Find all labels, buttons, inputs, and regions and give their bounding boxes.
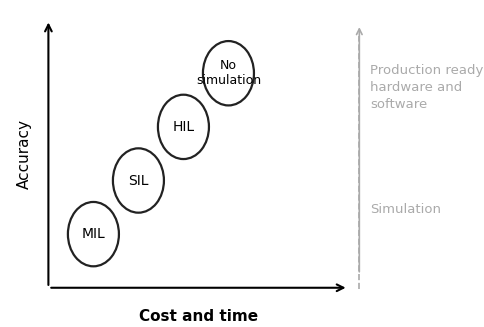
Text: Simulation: Simulation [370, 203, 441, 216]
Text: No
simulation: No simulation [196, 59, 261, 87]
Ellipse shape [158, 95, 209, 159]
Ellipse shape [68, 202, 119, 266]
Text: Production ready
hardware and
software: Production ready hardware and software [370, 64, 484, 111]
Text: Accuracy: Accuracy [17, 119, 32, 189]
Text: SIL: SIL [128, 174, 149, 187]
Ellipse shape [203, 41, 254, 105]
Text: MIL: MIL [81, 227, 106, 241]
Ellipse shape [113, 148, 164, 213]
Text: HIL: HIL [172, 120, 195, 134]
Text: Cost and time: Cost and time [139, 309, 258, 324]
